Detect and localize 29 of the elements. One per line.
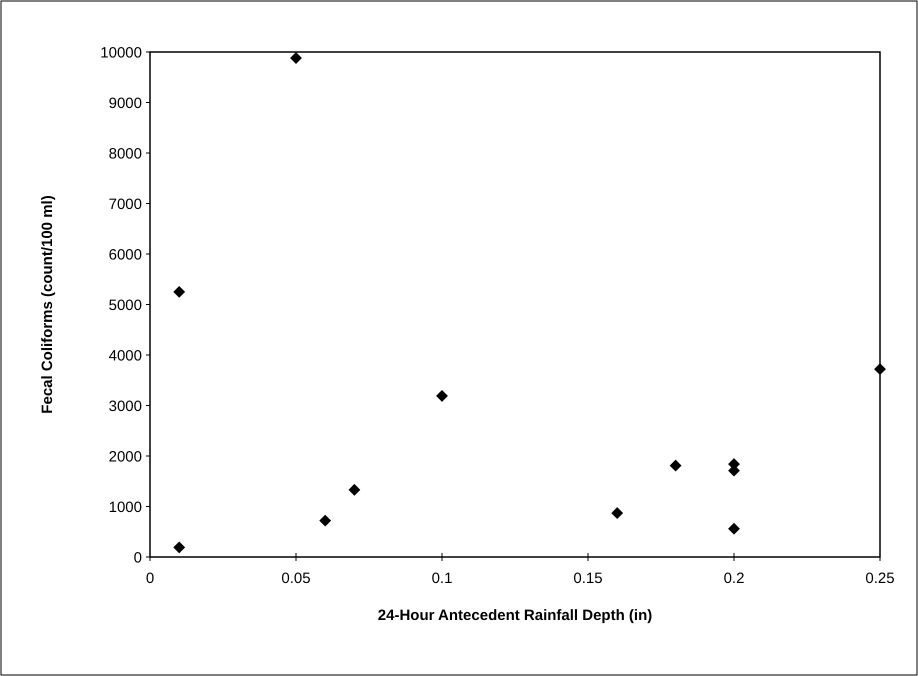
- x-tick-label: 0.25: [865, 570, 895, 587]
- point: [173, 541, 186, 554]
- y-tick-label: 6000: [108, 246, 142, 264]
- x-tick-label: 0: [146, 570, 154, 587]
- y-tick-label: 7000: [108, 196, 142, 213]
- point: [348, 484, 360, 496]
- x-tick-label: 0.1: [432, 570, 452, 587]
- x-tick-label: 0.15: [573, 570, 603, 587]
- y-tick-label: 4000: [108, 347, 142, 364]
- y-tick-label: 9000: [108, 94, 142, 112]
- point: [670, 460, 682, 472]
- point: [436, 390, 448, 402]
- y-tick-label: 5000: [108, 296, 142, 314]
- y-tick-label: 1000: [108, 498, 142, 516]
- point: [728, 522, 740, 535]
- y-tick-label: 0: [134, 549, 142, 566]
- x-axis-title: 24-Hour Antecedent Rainfall Depth (in): [378, 607, 652, 624]
- y-axis-title: Fecal Coliforms (count/100 ml): [39, 195, 56, 414]
- point: [290, 52, 302, 64]
- point: [611, 507, 624, 519]
- y-tick-label: 10000: [100, 44, 142, 62]
- point: [874, 363, 886, 376]
- x-tick-label: 0.2: [724, 570, 744, 587]
- y-tick-label: 3000: [108, 398, 142, 415]
- y-tick-label: 2000: [108, 448, 142, 466]
- point: [319, 514, 332, 527]
- point: [173, 286, 186, 298]
- x-tick-label: 0.05: [281, 570, 311, 587]
- y-tick-label: 8000: [108, 145, 142, 162]
